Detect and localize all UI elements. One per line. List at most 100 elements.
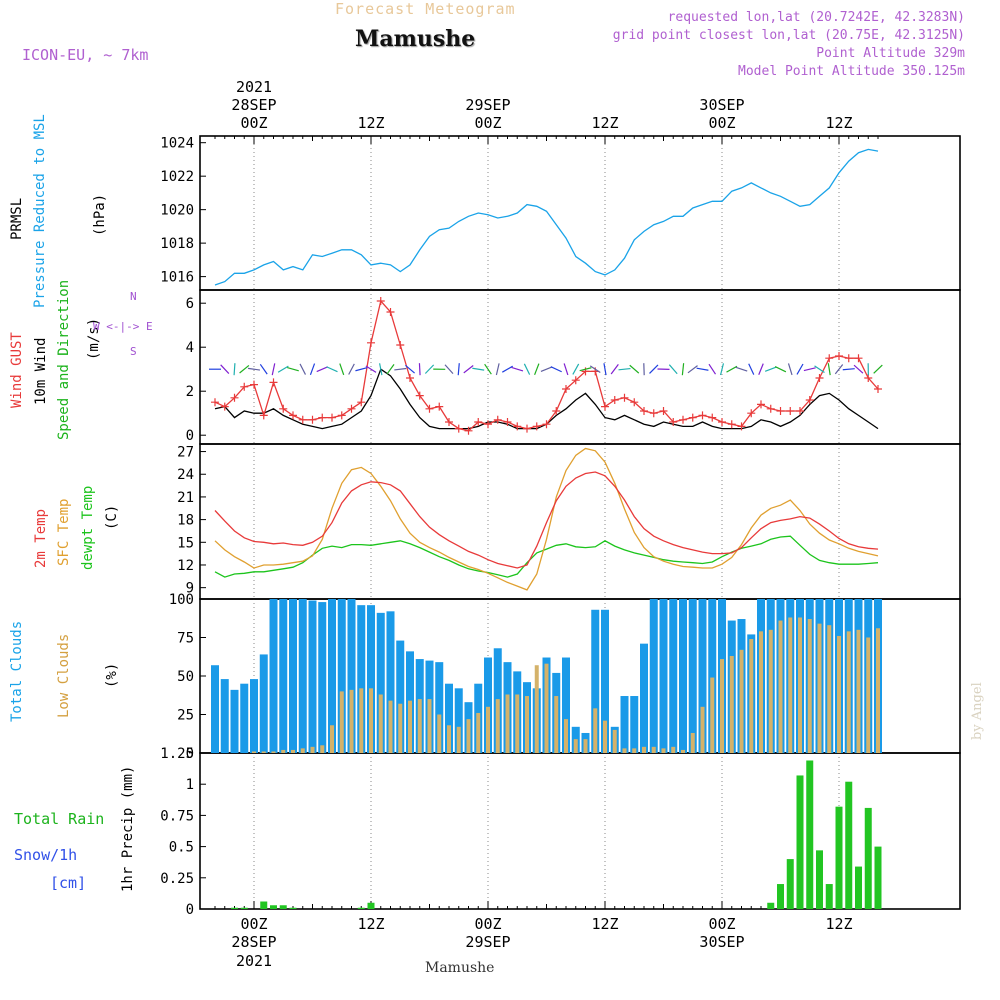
- low-cloud-bar: [710, 677, 715, 753]
- requested-coords: requested lon,lat (20.7242E, 42.3283N): [667, 10, 965, 25]
- total-cloud-bar: [688, 599, 697, 753]
- wind-direction-arrow: [572, 363, 580, 375]
- wind-direction-arrow: [463, 365, 474, 374]
- wind-direction-arrow: [386, 363, 395, 375]
- low-cloud-bar: [583, 739, 588, 753]
- low-cloud-bar: [739, 649, 744, 753]
- total-cloud-bar: [328, 599, 336, 753]
- total-cloud-bar: [220, 679, 229, 753]
- gust-marker: [864, 374, 873, 382]
- wind-direction-arrow: [287, 366, 299, 372]
- bottom-date-label: 28SEP: [231, 933, 276, 951]
- bottom-hour-label: 00Z: [240, 915, 267, 933]
- low-cloud-bar: [427, 699, 432, 753]
- wind-direction-arrow: [719, 363, 725, 376]
- top-hour-label: 12Z: [357, 114, 384, 132]
- total-cloud-bar: [357, 605, 366, 753]
- wind-direction-arrow: [277, 365, 289, 373]
- wind-direction-arrow: [523, 363, 531, 375]
- wind-direction-arrow: [853, 364, 864, 374]
- y-tick-label: 9: [186, 581, 194, 597]
- low-cloud-bar: [398, 703, 403, 753]
- total-cloud-bar: [601, 609, 609, 753]
- rain-bar: [357, 907, 365, 909]
- gust-marker: [766, 404, 775, 413]
- gust-marker: [220, 402, 229, 411]
- wind-direction-arrow: [814, 365, 825, 374]
- low-cloud-bar: [690, 732, 695, 753]
- gust-marker: [747, 409, 756, 418]
- snow-label: Snow/1h: [14, 846, 78, 864]
- wind-direction-arrow: [316, 366, 329, 373]
- panel-frame: [199, 135, 961, 291]
- total-cloud-bar: [679, 599, 687, 753]
- grid-point-coords: grid point closest lon,lat (20.75E, 42.3…: [612, 28, 965, 43]
- wind-direction-arrow: [326, 366, 338, 373]
- gust-marker: [532, 422, 541, 431]
- total-cloud-bar: [620, 696, 629, 753]
- gust-marker: [386, 308, 395, 316]
- bottom-year-label: 2021: [236, 952, 272, 970]
- wind-direction-arrow: [796, 363, 804, 375]
- gust-marker: [698, 411, 707, 420]
- gust-marker: [484, 420, 492, 429]
- low-cloud-bar: [369, 688, 373, 753]
- panel-frame: [199, 443, 961, 600]
- gust-marker: [367, 338, 375, 347]
- wind-direction-arrow: [629, 364, 640, 374]
- gust-marker: [727, 420, 736, 429]
- total-cloud-bar: [289, 599, 297, 753]
- wind-direction-arrow: [589, 365, 601, 373]
- wind-direction-arrow: [502, 365, 513, 373]
- total-cloud-bar: [269, 599, 278, 753]
- wind-direction-arrow: [787, 363, 793, 376]
- gust-marker: [347, 404, 356, 413]
- low-cloud-bar: [632, 748, 637, 753]
- total-cloud-bar: [347, 599, 356, 753]
- y-tick-label: 50: [177, 669, 194, 685]
- model-altitude: Model Point Altitude 350.125m: [738, 64, 965, 79]
- rain-bar: [855, 866, 862, 909]
- wind-direction-arrow: [563, 363, 569, 376]
- low-cloud-bar: [466, 719, 471, 753]
- low-cloud-bar: [544, 663, 549, 753]
- total-cloud-bar: [230, 689, 239, 753]
- gust-marker: [708, 413, 717, 422]
- low-cloud-bar: [456, 726, 461, 753]
- wind-direction-arrow: [339, 363, 345, 376]
- gust-marker: [259, 411, 268, 420]
- wind-direction-arrow: [579, 367, 592, 372]
- bottom-hour-label: 00Z: [474, 915, 501, 933]
- wind-direction-arrow: [309, 363, 316, 376]
- y-tick-label: 0: [186, 428, 194, 444]
- rain-bar: [864, 807, 872, 909]
- wind-direction-arrow: [495, 363, 500, 376]
- gust-marker: [308, 415, 317, 424]
- top-date-label: 30SEP: [699, 96, 744, 114]
- low-cloud-bar: [846, 631, 851, 753]
- rain-bar: [777, 884, 784, 909]
- total-cloud-bar: [250, 679, 258, 753]
- y-tick-label: 12: [177, 558, 194, 574]
- gust-marker: [513, 422, 522, 431]
- bottom-hour-label: 12Z: [825, 915, 852, 933]
- low-cloud-bar: [807, 619, 812, 753]
- rain-bar: [231, 907, 238, 909]
- y-tick-label: 25: [177, 708, 194, 724]
- total-cloud-bar: [445, 683, 453, 753]
- low-cloud-bar: [252, 751, 256, 753]
- top-hour-label: 00Z: [708, 114, 735, 132]
- gust-marker: [415, 391, 424, 400]
- gust-marker: [874, 385, 882, 393]
- total-cloud-bar: [591, 609, 600, 753]
- wind-direction-arrow: [259, 363, 268, 375]
- y-tick-label: 1: [186, 777, 194, 793]
- low-cloud-bar: [486, 706, 490, 753]
- low-cloud-bar: [720, 659, 724, 753]
- gust-marker: [269, 378, 278, 387]
- gust-marker: [669, 418, 678, 426]
- total-cloud-bar: [435, 662, 444, 753]
- wind-direction-arrow: [735, 366, 748, 372]
- wind-direction-arrow: [726, 365, 738, 373]
